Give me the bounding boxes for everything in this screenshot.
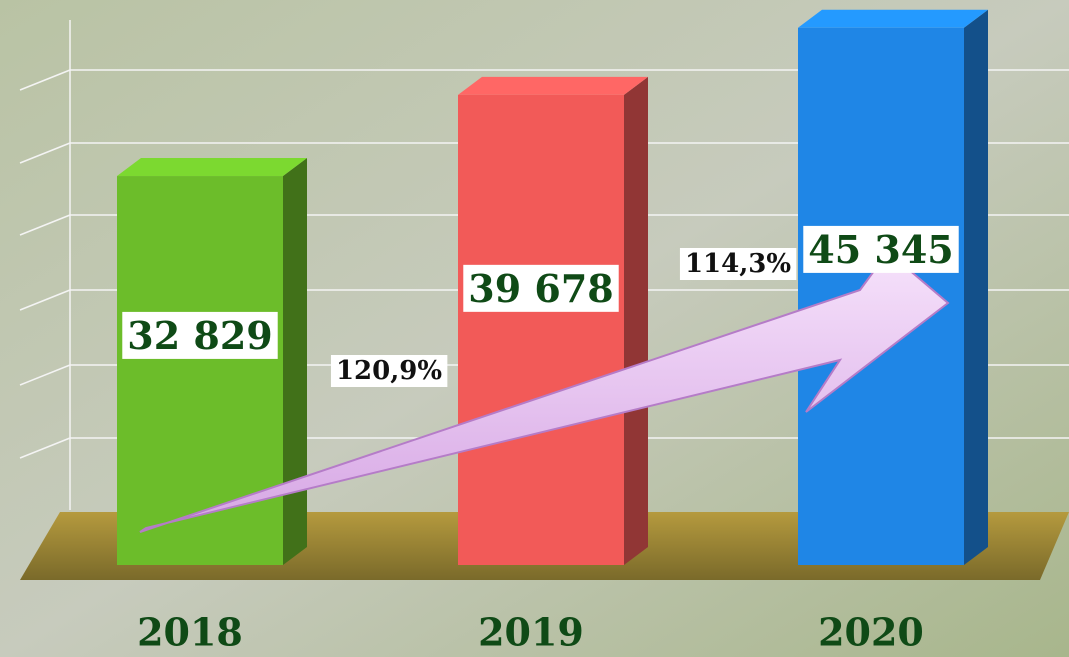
x-tick-label: 2019	[478, 610, 584, 655]
label-text: 45 345	[808, 227, 953, 272]
label-text: 114,3%	[685, 249, 791, 279]
bar-top	[798, 10, 988, 28]
x-tick-label: 2018	[137, 610, 243, 655]
bar-top	[458, 77, 648, 95]
label-text: 39 678	[468, 266, 613, 311]
bar	[117, 176, 283, 565]
bar-side	[964, 10, 988, 565]
bar-side	[283, 158, 307, 565]
bar-side	[624, 77, 648, 565]
label-text: 120,9%	[336, 356, 442, 386]
x-tick-label: 2020	[818, 610, 924, 655]
label-text: 32 829	[127, 313, 272, 358]
bar-top	[117, 158, 307, 176]
chart: 32 829 2018 39 678 2019 45 345 2020 120,9% 114,…	[0, 0, 1069, 657]
bar	[458, 95, 624, 565]
